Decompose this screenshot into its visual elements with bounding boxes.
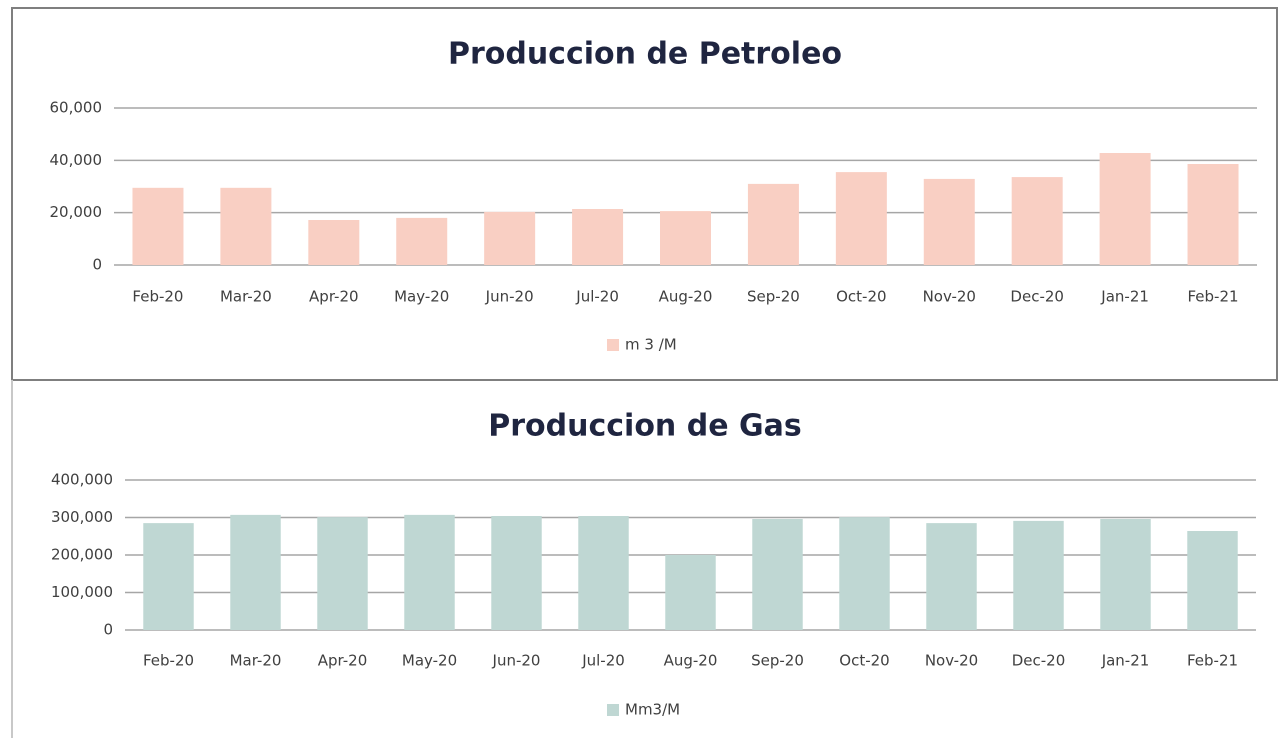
top-panel-border <box>11 7 1278 381</box>
x-tick-label: Feb-20 <box>132 288 183 306</box>
chart-title: Produccion de Gas <box>488 409 801 444</box>
bar <box>404 514 455 630</box>
x-tick-label: Dec-20 <box>1012 652 1066 670</box>
bar <box>1187 531 1238 630</box>
bar <box>926 523 977 630</box>
bar <box>572 209 624 265</box>
x-tick-label: Jan-21 <box>1101 652 1150 670</box>
x-tick-label: Oct-20 <box>839 652 889 670</box>
bar <box>747 183 799 265</box>
x-tick-label: May-20 <box>394 288 449 306</box>
y-tick-label: 40,000 <box>50 151 103 169</box>
x-tick-label: Oct-20 <box>836 288 886 306</box>
bar <box>1013 520 1064 630</box>
x-tick-label: May-20 <box>402 652 457 670</box>
bar <box>665 555 716 630</box>
x-tick-label: Feb-21 <box>1188 288 1239 306</box>
x-tick-label: Jul-20 <box>581 652 625 670</box>
x-tick-label: Aug-20 <box>659 288 713 306</box>
bar <box>132 187 184 265</box>
bar <box>308 219 360 265</box>
x-tick-label: Apr-20 <box>318 652 368 670</box>
y-tick-label: 300,000 <box>51 508 113 526</box>
bar <box>143 523 194 630</box>
x-tick-label: Feb-20 <box>143 652 194 670</box>
bar <box>484 211 536 265</box>
bar <box>396 217 448 265</box>
y-tick-label: 0 <box>92 256 102 274</box>
bar <box>491 516 542 630</box>
y-tick-label: 60,000 <box>50 99 103 117</box>
legend-swatch <box>607 339 619 351</box>
legend-label: Mm3/M <box>625 701 680 719</box>
x-tick-label: Aug-20 <box>664 652 718 670</box>
x-tick-label: Jun-20 <box>492 652 541 670</box>
legend-label: m 3 /M <box>625 336 677 354</box>
bar <box>835 172 887 265</box>
y-tick-label: 0 <box>103 621 113 639</box>
y-tick-label: 200,000 <box>51 546 113 564</box>
bar <box>1100 519 1151 630</box>
bar <box>752 519 803 630</box>
bar <box>317 517 368 630</box>
bar <box>220 187 272 265</box>
legend-swatch <box>607 704 619 716</box>
x-tick-label: Mar-20 <box>220 288 272 306</box>
bar <box>1099 153 1151 265</box>
y-tick-label: 100,000 <box>51 583 113 601</box>
bar <box>230 514 281 630</box>
x-tick-label: Jul-20 <box>575 288 619 306</box>
x-tick-label: Jan-21 <box>1100 288 1149 306</box>
chart-title: Produccion de Petroleo <box>448 37 842 72</box>
x-tick-label: Mar-20 <box>230 652 282 670</box>
x-tick-label: Nov-20 <box>923 288 976 306</box>
y-tick-label: 400,000 <box>51 471 113 489</box>
bar <box>1011 177 1063 265</box>
bar <box>1187 163 1239 265</box>
bar <box>578 516 629 630</box>
x-tick-label: Jun-20 <box>485 288 534 306</box>
x-tick-label: Sep-20 <box>747 288 800 306</box>
x-tick-label: Dec-20 <box>1010 288 1064 306</box>
x-tick-label: Nov-20 <box>925 652 978 670</box>
bar <box>839 517 890 630</box>
x-tick-label: Sep-20 <box>751 652 804 670</box>
x-tick-label: Feb-21 <box>1187 652 1238 670</box>
x-tick-label: Apr-20 <box>309 288 359 306</box>
bar <box>923 178 975 265</box>
bar <box>660 211 711 265</box>
y-tick-label: 20,000 <box>50 203 103 221</box>
